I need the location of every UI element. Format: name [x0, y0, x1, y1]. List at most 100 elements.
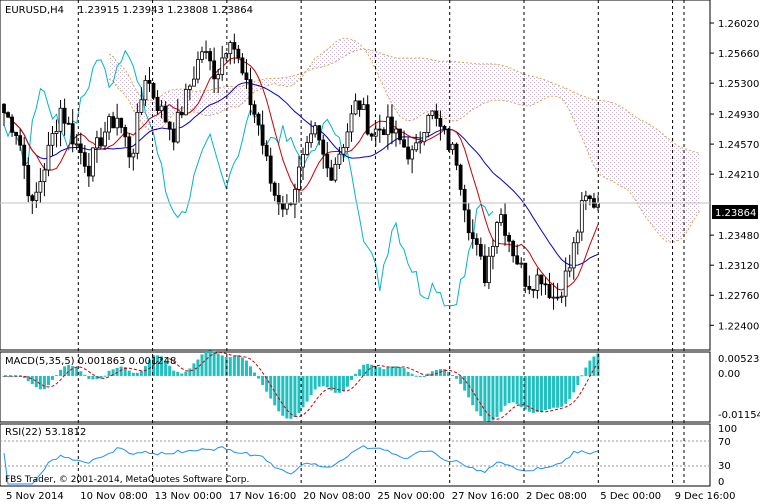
- macd-bar: [309, 375, 313, 396]
- macd-bar: [333, 375, 337, 393]
- candle-body: [406, 146, 410, 160]
- candle-body: [95, 137, 99, 149]
- macd-pane[interactable]: MACD(5,35,5) 0.001863 0.001248 0.005233 …: [0, 350, 760, 423]
- price-tick-label: 1.23120: [718, 261, 759, 272]
- macd-bar: [95, 375, 99, 380]
- macd-bar: [305, 375, 309, 402]
- rsi-tick-0: 0: [718, 477, 724, 488]
- macd-bar: [580, 375, 584, 377]
- macd-bar: [483, 375, 487, 422]
- candle-body: [6, 112, 10, 118]
- macd-bar: [410, 373, 414, 376]
- candle-body: [434, 110, 439, 119]
- candle-body: [333, 163, 338, 181]
- candle-body: [394, 128, 398, 134]
- macd-bar: [467, 375, 471, 398]
- candle-body: [474, 238, 479, 245]
- copyright-text: FBS Trader, © 2001-2014, MetaQuotes Soft…: [5, 475, 249, 485]
- macd-bar: [596, 353, 600, 376]
- candle-body: [535, 274, 540, 291]
- candle-body: [50, 133, 55, 146]
- candle-body: [224, 53, 229, 59]
- candle-body: [551, 296, 556, 299]
- candle-body: [414, 142, 419, 151]
- macd-bar: [127, 370, 131, 376]
- price-tick-label: 1.23480: [718, 231, 759, 242]
- candle-body: [491, 245, 495, 257]
- macd-bar: [253, 372, 257, 376]
- candle-body: [38, 181, 43, 193]
- macd-bar: [503, 375, 507, 406]
- candle-body: [26, 164, 31, 197]
- macd-bar: [91, 375, 95, 380]
- candle-body: [515, 255, 520, 265]
- price-pane[interactable]: EURUSD,H4 1.23915 1.23943 1.23808 1.2386…: [0, 0, 759, 351]
- macd-bar: [196, 359, 200, 376]
- macd-bar: [236, 355, 240, 376]
- tenkan-sen: [3, 57, 599, 291]
- candle-body: [329, 167, 334, 181]
- price-tick-label: 1.25300: [718, 79, 759, 90]
- candle-body: [187, 85, 192, 90]
- macd-bar: [370, 364, 374, 376]
- candle-body: [115, 117, 120, 129]
- macd-bar: [584, 367, 588, 376]
- macd-bar: [212, 351, 216, 376]
- macd-bar: [261, 375, 265, 385]
- macd-bar: [337, 375, 341, 393]
- candle-body: [454, 143, 459, 166]
- candle-body: [119, 117, 124, 128]
- candle-body: [232, 42, 237, 50]
- candle-body: [10, 116, 14, 133]
- candle-body: [86, 165, 91, 177]
- candle-body: [531, 288, 536, 291]
- candle-body: [466, 209, 471, 234]
- macd-bar: [515, 375, 519, 405]
- candle-body: [422, 132, 427, 143]
- macd-bar: [446, 372, 450, 376]
- candle-body: [377, 128, 382, 131]
- candle-body: [385, 116, 390, 136]
- candle-body: [349, 113, 354, 133]
- candle-body: [369, 133, 374, 137]
- candle-body: [111, 116, 116, 129]
- candle-body: [438, 117, 443, 127]
- macd-bar: [354, 373, 358, 376]
- candle-body: [442, 125, 447, 130]
- macd-bar: [139, 370, 143, 376]
- time-axis-label: 5 Nov 2014: [6, 491, 64, 502]
- candle-body: [579, 200, 584, 233]
- candle-body: [252, 104, 257, 115]
- macd-bar: [418, 375, 422, 377]
- macd-bar: [160, 356, 164, 376]
- price-tick-label: 1.24210: [718, 170, 759, 181]
- candle-body: [22, 144, 27, 166]
- macd-bar: [257, 375, 261, 379]
- macd-bar: [475, 375, 479, 412]
- macd-bar: [507, 375, 511, 403]
- rsi-line: [3, 445, 599, 485]
- macd-bar: [406, 371, 410, 376]
- macd-bar: [531, 375, 535, 413]
- price-tick-label: 1.26020: [718, 19, 759, 30]
- candle-body: [317, 125, 322, 141]
- macd-bar: [402, 368, 406, 376]
- macd-bar: [42, 375, 46, 390]
- rsi-pane[interactable]: RSI(22) 53.1812 FBS Trader, © 2001-2014,…: [0, 423, 737, 488]
- candle-body: [46, 144, 51, 171]
- candle-body: [30, 195, 35, 201]
- macd-bar: [180, 373, 184, 376]
- macd-bar: [164, 360, 168, 376]
- macd-bar: [434, 369, 438, 376]
- macd-bar: [451, 375, 455, 377]
- macd-bar: [390, 366, 394, 376]
- macd-bar: [103, 375, 107, 377]
- candle-body: [555, 296, 560, 299]
- candle-body: [293, 188, 297, 205]
- macd-bar: [588, 360, 592, 376]
- candle-body: [361, 104, 366, 110]
- macd-bar: [382, 369, 386, 376]
- macd-bar: [321, 375, 325, 387]
- macd-bar: [224, 357, 228, 376]
